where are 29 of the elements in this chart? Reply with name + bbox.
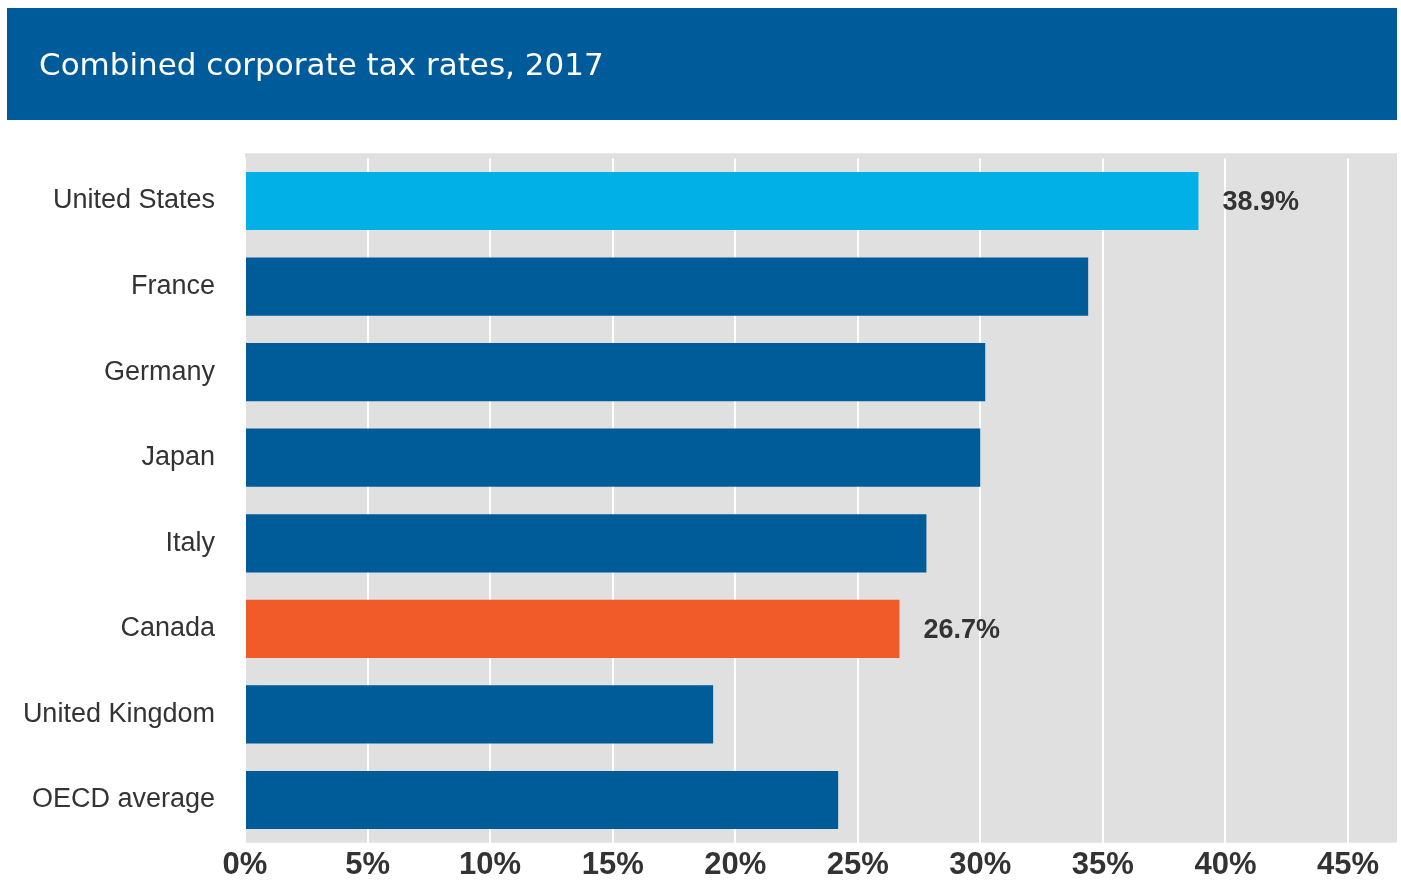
x-tick-label: 10% <box>459 845 522 881</box>
x-tick-label: 15% <box>581 845 644 881</box>
bar <box>246 685 714 744</box>
bar <box>246 343 986 402</box>
data-label: 38.9% <box>1222 186 1300 217</box>
bar <box>246 257 1089 316</box>
y-tick-label: Italy <box>165 526 216 557</box>
x-tick-label: 30% <box>949 845 1012 881</box>
bar <box>246 514 927 573</box>
y-tick-label: Japan <box>141 441 215 472</box>
x-tick-label: 45% <box>1316 845 1379 881</box>
y-tick-label: France <box>130 270 215 301</box>
bar <box>246 599 900 658</box>
y-tick-label: Germany <box>103 355 216 386</box>
bar <box>246 770 839 830</box>
data-label: 26.7% <box>923 614 1000 645</box>
x-tick-label: 25% <box>826 845 889 881</box>
y-tick-label: United States <box>52 184 215 215</box>
y-tick-label: OECD average <box>31 783 215 814</box>
y-tick-label: Canada <box>120 612 216 643</box>
bar <box>246 171 1199 231</box>
x-tick-label: 20% <box>704 845 767 881</box>
x-tick-label: 0% <box>222 845 268 881</box>
bar <box>246 428 981 487</box>
chart-title: Combined corporate tax rates, 2017 <box>7 8 1397 120</box>
x-tick-label: 5% <box>345 845 390 881</box>
x-tick-label: 40% <box>1194 845 1257 881</box>
y-tick-label: United Kingdom <box>22 697 215 728</box>
x-tick-label: 35% <box>1071 845 1134 881</box>
